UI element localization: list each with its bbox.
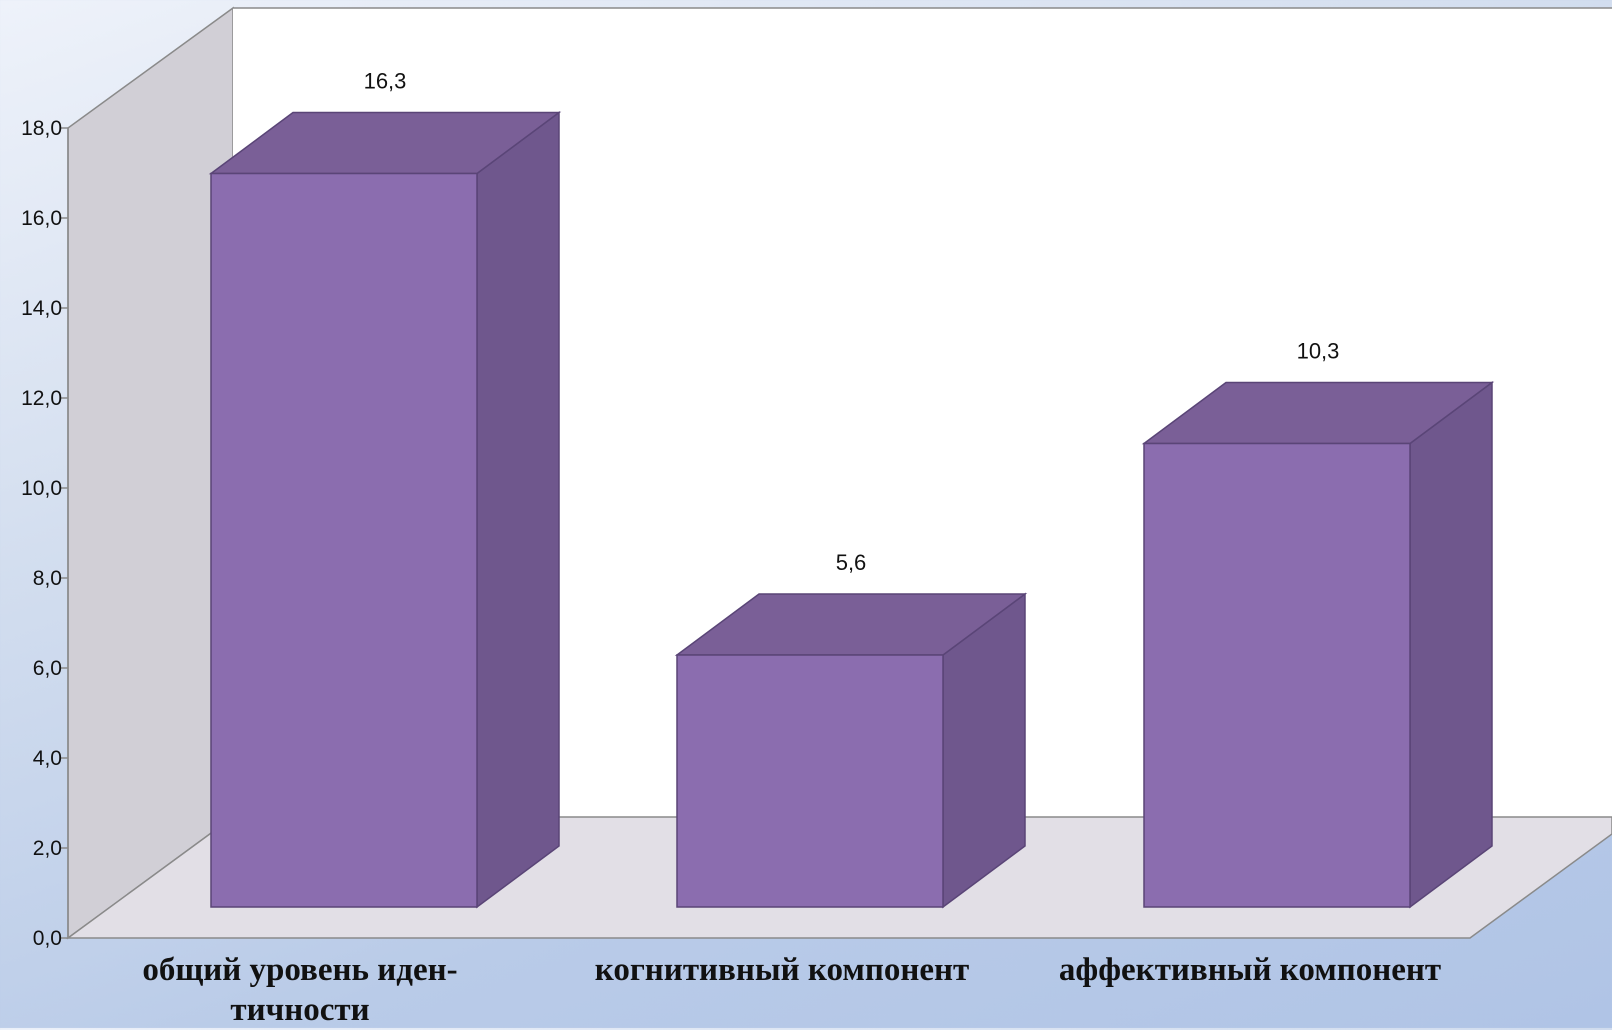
bar xyxy=(210,172,478,908)
bar xyxy=(676,654,944,908)
y-tick-label: 14,0 xyxy=(21,297,62,320)
x-tick-label: когнитивный компонент xyxy=(552,950,1012,990)
data-label: 16,3 xyxy=(364,69,407,94)
data-label: 5,6 xyxy=(836,550,867,575)
y-tick-label: 2,0 xyxy=(33,837,62,860)
x-tick-label-line: аффективный компонент xyxy=(1058,952,1442,988)
bar-side-face xyxy=(1409,381,1493,909)
x-tick-label-line: когнитивный компонент xyxy=(594,952,970,988)
y-tick-label: 12,0 xyxy=(21,387,62,410)
x-tick-label-line: тичности xyxy=(230,992,370,1028)
y-tick-label: 10,0 xyxy=(21,477,62,500)
y-tick-label: 8,0 xyxy=(33,567,62,590)
y-tick-label: 16,0 xyxy=(21,207,62,230)
x-tick-label: общий уровень иден-тичности xyxy=(70,950,530,1030)
x-tick-label: аффективный компонент xyxy=(1020,950,1480,990)
bar-side-face xyxy=(476,111,560,909)
y-tick-label: 6,0 xyxy=(33,657,62,680)
side-wall xyxy=(67,6,234,940)
x-tick-label-line: общий уровень иден- xyxy=(142,952,458,988)
data-label: 10,3 xyxy=(1297,339,1340,364)
y-tick-label: 18,0 xyxy=(21,117,62,140)
y-tick-label: 0,0 xyxy=(33,927,62,950)
bar xyxy=(1143,442,1411,908)
y-tick-label: 4,0 xyxy=(33,747,62,770)
